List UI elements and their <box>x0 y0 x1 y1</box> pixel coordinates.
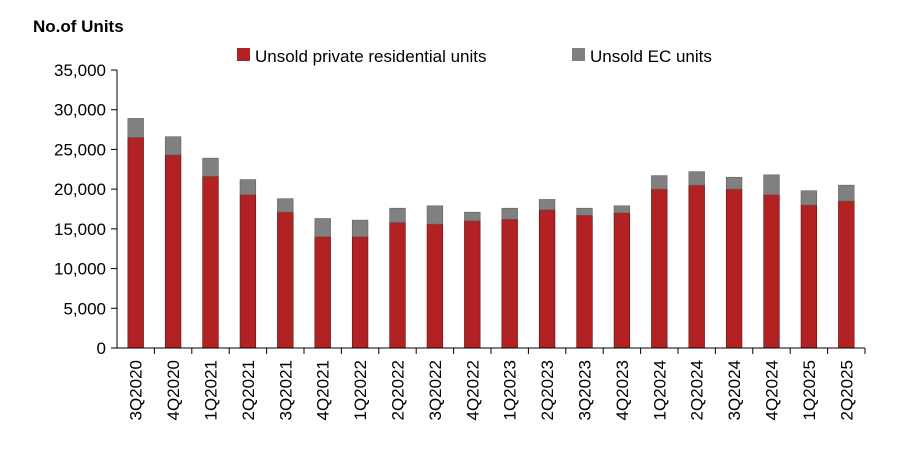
y-tick-label: 5,000 <box>63 299 106 318</box>
x-tick-label: 4Q2024 <box>763 360 782 421</box>
x-tick-label: 1Q2025 <box>800 360 819 421</box>
bar-private-4Q2023 <box>613 212 631 349</box>
y-tick-label: 25,000 <box>54 140 106 159</box>
bar-ec-2Q2024 <box>688 171 705 186</box>
bar-ec-1Q2024 <box>651 175 668 190</box>
x-tick-label: 2Q2023 <box>538 360 557 421</box>
y-tick-label: 20,000 <box>54 180 106 199</box>
bar-ec-1Q2021 <box>202 157 219 177</box>
bar-ec-1Q2025 <box>800 190 818 206</box>
bar-ec-3Q2024 <box>725 176 743 190</box>
y-tick-label: 15,000 <box>54 220 106 239</box>
bar-private-1Q2025 <box>800 204 818 349</box>
bar-ec-3Q2021 <box>277 198 294 213</box>
bar-ec-1Q2022 <box>351 219 369 238</box>
bar-ec-3Q2022 <box>426 205 444 225</box>
x-tick-label: 4Q2020 <box>164 360 183 421</box>
bar-ec-1Q2023 <box>501 207 518 220</box>
x-tick-label: 3Q2022 <box>426 360 445 421</box>
bar-ec-3Q2023 <box>576 207 593 216</box>
x-tick-label: 2Q2022 <box>389 360 408 421</box>
bars <box>127 118 855 349</box>
bar-private-2Q2025 <box>838 200 855 349</box>
bar-private-3Q2022 <box>426 223 444 349</box>
x-tick-label: 1Q2022 <box>351 360 370 421</box>
y-tick-label: 30,000 <box>54 101 106 120</box>
bar-private-1Q2021 <box>202 176 219 349</box>
y-tick-label: 0 <box>97 339 106 358</box>
bar-ec-3Q2020 <box>127 118 144 138</box>
y-tick-label: 10,000 <box>54 260 106 279</box>
bar-ec-2Q2022 <box>389 207 406 223</box>
x-tick-label: 1Q2023 <box>501 360 520 421</box>
y-axis: 0 5,000 10,000 15,000 20,000 25,000 30,000 35,0… <box>54 61 117 358</box>
x-tick-label: 4Q2021 <box>314 360 333 421</box>
bar-private-2Q2023 <box>538 209 556 349</box>
bar-ec-4Q2020 <box>164 136 182 156</box>
x-tick-label: 2Q2024 <box>688 360 707 421</box>
legend-label-private: Unsold private residential units <box>255 47 487 66</box>
bar-ec-2Q2023 <box>538 199 556 211</box>
x-tick-label: 4Q2023 <box>613 360 632 421</box>
bar-ec-2Q2025 <box>838 184 855 202</box>
bar-ec-2Q2021 <box>239 179 257 196</box>
x-tick-label: 3Q2020 <box>127 360 146 421</box>
bar-private-2Q2022 <box>389 222 406 349</box>
bar-private-3Q2020 <box>127 137 144 349</box>
y-axis-title: No.of Units <box>33 17 124 36</box>
x-tick-label: 3Q2023 <box>576 360 595 421</box>
x-tick-label: 4Q2022 <box>463 360 482 421</box>
legend-label-ec: Unsold EC units <box>590 47 712 66</box>
x-tick-label: 3Q2024 <box>725 360 744 421</box>
bar-private-3Q2021 <box>277 211 294 349</box>
bar-ec-4Q2024 <box>763 174 780 196</box>
bar-private-2Q2024 <box>688 184 705 349</box>
bar-ec-4Q2023 <box>613 205 631 214</box>
bar-ec-4Q2022 <box>464 211 481 222</box>
bar-private-3Q2023 <box>576 215 593 349</box>
bar-private-4Q2020 <box>164 154 182 349</box>
bar-private-1Q2022 <box>351 236 369 349</box>
bar-private-1Q2023 <box>501 219 518 349</box>
x-axis: 3Q2020 4Q2020 1Q2021 2Q2021 3Q2021 4Q2021 1Q20… <box>127 348 866 421</box>
bar-private-1Q2024 <box>651 188 668 349</box>
bar-private-4Q2024 <box>763 194 780 349</box>
x-tick-label: 2Q2025 <box>837 360 856 421</box>
x-tick-label: 1Q2021 <box>202 360 221 421</box>
y-tick-label: 35,000 <box>54 61 106 80</box>
legend: Unsold private residential units Unsold … <box>237 47 712 66</box>
legend-swatch-ec <box>572 48 585 61</box>
bar-ec-4Q2021 <box>314 218 331 238</box>
x-tick-label: 3Q2021 <box>276 360 295 421</box>
x-tick-label: 2Q2021 <box>239 360 258 421</box>
bar-private-4Q2021 <box>314 236 331 349</box>
legend-swatch-private <box>237 48 250 61</box>
x-tick-label: 1Q2024 <box>650 360 669 421</box>
bar-private-3Q2024 <box>725 188 743 349</box>
bar-private-2Q2021 <box>239 194 257 349</box>
bar-private-4Q2022 <box>464 220 481 349</box>
